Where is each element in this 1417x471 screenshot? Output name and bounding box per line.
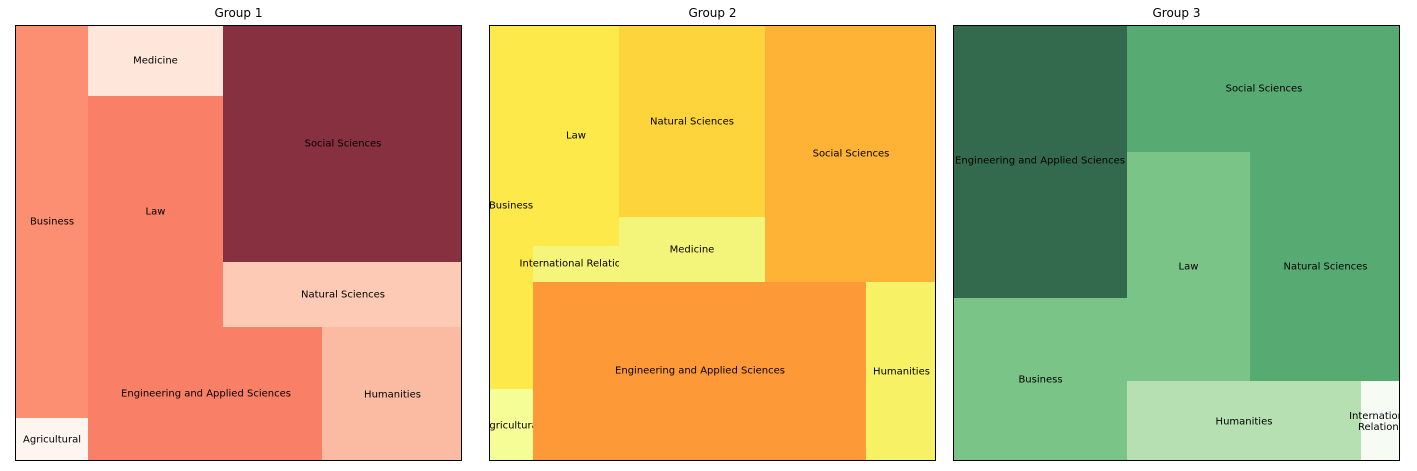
tile-label: Social Sciences — [812, 148, 890, 160]
treemap-tile-natural-sciences: Natural Sciences — [1250, 152, 1399, 381]
tile-label: Natural Sciences — [649, 116, 735, 127]
tile-label: Medicine — [133, 55, 178, 67]
tile-label: Law — [1178, 261, 1199, 272]
treemap-tile-law: Law — [533, 26, 619, 246]
treemap-tile-agricultural: Agricultural — [16, 418, 88, 460]
tile-label: Business — [489, 200, 534, 212]
treemap-tile-international-relations: International Relations — [520, 246, 632, 282]
treemap-tile-business: Business — [954, 298, 1127, 460]
chart-title: Group 2 — [688, 6, 737, 20]
tile-label: Humanities — [364, 389, 421, 400]
treemap-plot: Engineering and Applied Sciences Business… — [953, 25, 1400, 461]
tile-label: Engineering and Applied Sciences — [121, 388, 291, 400]
treemap-tile-medicine: Medicine — [619, 217, 765, 282]
chart-title: Group 3 — [1152, 6, 1201, 20]
treemap-tile-international-relations: International Relations — [1349, 381, 1399, 460]
tile-label: Law — [145, 206, 166, 217]
treemap-plot: Agricultural Business Medicine Law Engineeri… — [15, 25, 462, 461]
tile-label: Engineering and Applied Sciences — [955, 155, 1125, 167]
tile-label: Business — [1018, 374, 1063, 386]
tile-label: Humanities — [1215, 416, 1273, 427]
tile-label: International Relations — [1349, 410, 1400, 433]
treemap-tile-social-sciences: Social Sciences — [223, 26, 461, 262]
tile-label: Business — [29, 216, 75, 228]
treemap-tile-business: Business — [16, 26, 88, 418]
tile-label: Humanities — [873, 366, 930, 378]
treemap-tile-natural-sciences: Natural Sciences — [619, 26, 765, 217]
treemap-panel-group-2: Group 2 Business Agricultural Law Internati… — [489, 6, 936, 461]
tile-label: Engineering and Applied Sciences — [615, 365, 785, 377]
treemap-tile-social-sciences: Social Sciences — [765, 26, 935, 282]
tile-label: Social Sciences — [1225, 83, 1303, 95]
treemap-panel-group-1: Group 1 Agricultural Business Medicine Law E… — [15, 6, 462, 461]
treemap-tile-engineering-and-applied-sciences: Engineering and Applied Sciences — [954, 26, 1127, 298]
tile-label: Agricultural — [23, 434, 81, 446]
treemap-tile-engineering-and-applied-sciences: Engineering and Applied Sciences — [88, 327, 322, 460]
treemap-tile-agricultural: Agricultural — [490, 389, 540, 460]
treemap-tile-humanities: Humanities — [866, 282, 935, 460]
treemap-tile-engineering-and-applied-sciences: Engineering and Applied Sciences — [533, 282, 866, 460]
treemap-tile-natural-sciences: Natural Sciences — [223, 262, 461, 327]
treemap-panel-group-3: Group 3 Engineering and Applied Sciences… — [953, 6, 1400, 461]
tile-label: Medicine — [669, 244, 715, 255]
tile-label: Law — [566, 130, 586, 142]
treemap-tile-law: Law — [1127, 152, 1250, 381]
tile-label: Social Sciences — [304, 138, 382, 150]
treemap-tile-medicine: Medicine — [88, 26, 223, 96]
tile-label: International Relations — [519, 258, 633, 270]
tile-label: Agricultural — [489, 420, 541, 431]
treemap-tile-humanities: Humanities — [1127, 381, 1361, 460]
chart-title: Group 1 — [214, 6, 263, 20]
tile-label: Natural Sciences — [300, 289, 386, 300]
treemap-plot: Business Agricultural Law International Rel… — [489, 25, 936, 461]
treemap-tile-law: Law — [88, 96, 223, 327]
treemap-tile-business: Business — [490, 26, 533, 389]
treemap-tile-social-sciences: Social Sciences — [1127, 26, 1399, 152]
treemap-tile-humanities: Humanities — [322, 327, 461, 460]
tile-label: Natural Sciences — [1283, 261, 1368, 272]
